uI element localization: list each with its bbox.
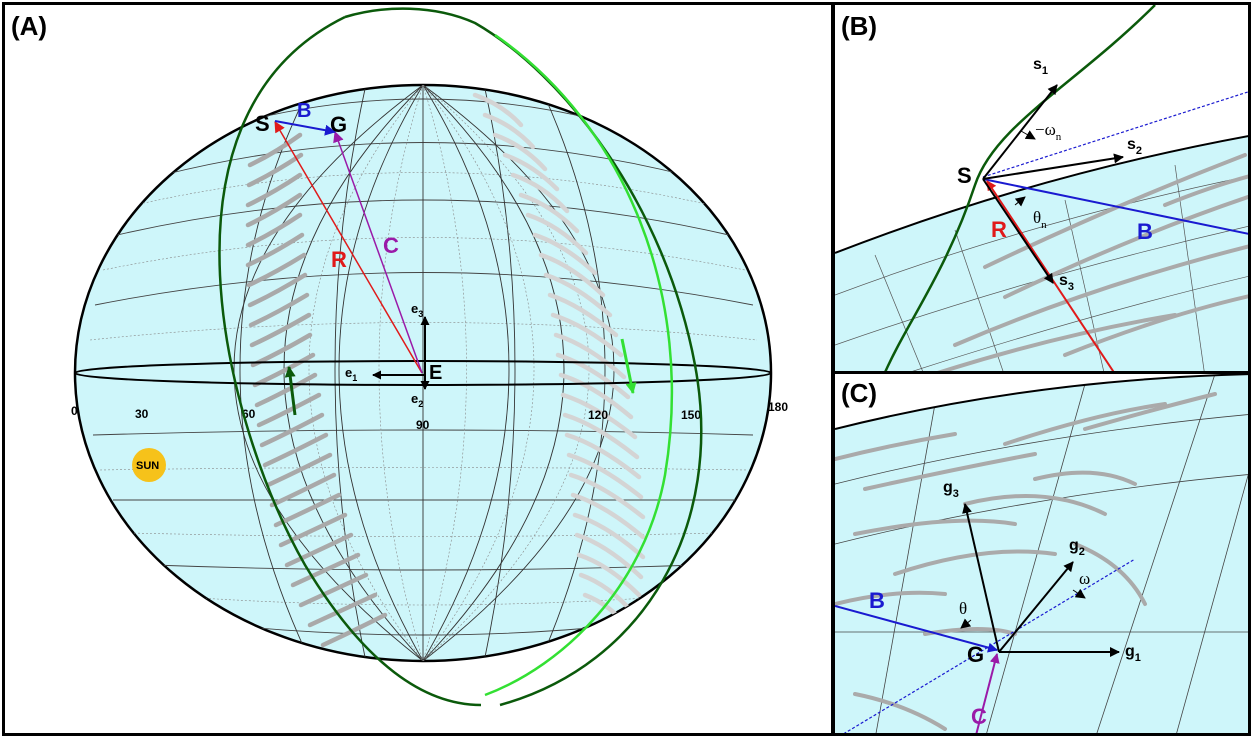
theta-arrow xyxy=(960,618,972,629)
panel-a-label: (A) xyxy=(11,11,47,41)
dark-green-orbit xyxy=(218,15,482,707)
label-E: E xyxy=(429,362,442,384)
vector-C xyxy=(333,131,423,374)
label-B: B xyxy=(869,588,885,613)
omega-n-direction xyxy=(982,91,1248,178)
tick-150: 150 xyxy=(681,408,701,422)
dark-green-orbit-return xyxy=(344,7,703,707)
vector-s1 xyxy=(982,84,1058,180)
vector-s2 xyxy=(982,153,1124,180)
globe-surface xyxy=(835,374,1248,733)
label-e2: e2 xyxy=(411,391,423,409)
globe-grid-b xyxy=(835,153,1248,371)
label-e1: e1 xyxy=(345,365,357,383)
vector-C xyxy=(975,653,1000,733)
panel-b-label: (B) xyxy=(841,11,877,41)
tick-90: 90 xyxy=(416,418,430,432)
label-S: S xyxy=(957,163,972,188)
dark-green-orbit xyxy=(884,5,1156,371)
label-g1: g1 xyxy=(1125,643,1141,664)
vector-B xyxy=(835,605,998,653)
label-C: C xyxy=(383,233,399,258)
label-e3: e3 xyxy=(411,301,423,319)
omega-arrow xyxy=(1072,588,1086,599)
label-s3: s3 xyxy=(1059,272,1074,293)
label-G: G xyxy=(330,112,347,137)
label-omega-n: −ωn xyxy=(1035,120,1062,143)
zoom-s-diagram: (B) S R B s1 s2 s3 −ωn θn xyxy=(835,5,1248,371)
panel-a: 0 30 60 90 120 150 180 SUN (A) S G B C R xyxy=(2,2,834,736)
tick-120: 120 xyxy=(588,408,608,422)
vector-B xyxy=(982,178,1248,235)
label-R: R xyxy=(991,217,1007,242)
longitude-ticks: 0 30 60 90 120 150 180 xyxy=(71,400,788,432)
dark-green-arrow xyxy=(284,366,297,416)
tick-180: 180 xyxy=(768,400,788,414)
vector-B xyxy=(274,120,336,136)
globe-surface xyxy=(835,136,1248,371)
label-g3: g3 xyxy=(943,479,959,500)
globe-grid-c xyxy=(835,374,1248,733)
light-green-arrow xyxy=(620,338,637,394)
label-B: B xyxy=(1137,219,1153,244)
tick-30: 30 xyxy=(135,407,149,421)
vector-g3 xyxy=(962,503,1000,653)
vector-s3 xyxy=(982,178,1054,284)
label-B: B xyxy=(297,100,311,122)
label-G: G xyxy=(967,642,984,667)
label-S: S xyxy=(255,111,270,136)
label-s2: s2 xyxy=(1127,136,1142,157)
omega-n-arrow xyxy=(1020,130,1036,140)
panel-b: (B) S R B s1 s2 s3 −ωn θn xyxy=(832,2,1251,374)
vector-R xyxy=(274,121,423,374)
globe-diagram: 0 30 60 90 120 150 180 SUN (A) S G B C R xyxy=(11,7,788,707)
globe-limb xyxy=(835,135,1248,254)
label-s1: s1 xyxy=(1033,56,1048,77)
label-omega: ω xyxy=(1079,569,1090,588)
label-C: C xyxy=(971,704,987,729)
panel-c-label: (C) xyxy=(841,378,877,408)
light-green-orbit xyxy=(484,33,674,697)
globe-limb xyxy=(835,374,1248,430)
tick-0: 0 xyxy=(71,404,78,418)
vector-g2 xyxy=(998,561,1074,653)
label-R: R xyxy=(331,247,347,272)
sun-label: SUN xyxy=(136,460,159,472)
sun-icon xyxy=(132,448,166,482)
panel-c: (C) G B C g1 g2 g3 ω θ xyxy=(832,371,1251,736)
theta-n-arrow xyxy=(1014,196,1026,207)
label-theta: θ xyxy=(959,599,967,618)
zoom-g-diagram: (C) G B C g1 g2 g3 ω θ xyxy=(835,374,1248,733)
label-g2: g2 xyxy=(1069,537,1085,558)
label-theta-n: θn xyxy=(1033,208,1047,231)
